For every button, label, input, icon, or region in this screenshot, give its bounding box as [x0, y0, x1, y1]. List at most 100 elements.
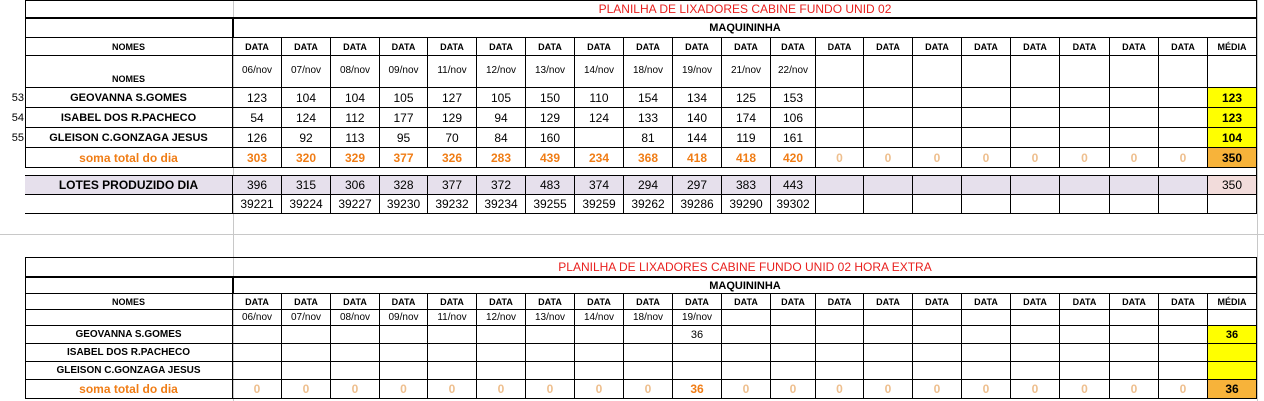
value-cell	[331, 344, 380, 362]
value-cell: 154	[624, 88, 673, 108]
value-cell: 105	[477, 88, 526, 108]
value-cell	[722, 362, 771, 380]
sheet1-data-header: DATA	[380, 38, 428, 56]
sheet2-data-header: DATA	[575, 294, 624, 310]
sheet1-media-header: MÉDIA	[1208, 38, 1257, 56]
codes-media-blank	[1208, 195, 1257, 214]
value-cell	[526, 344, 575, 362]
value-cell: 112	[331, 108, 380, 128]
sheet1-date-cell: 08/nov	[331, 56, 380, 88]
sheet1-media-blank	[1208, 56, 1257, 88]
soma-value: 0	[1060, 148, 1110, 168]
sheet1-data-header: DATA	[477, 38, 526, 56]
value-cell	[380, 326, 428, 344]
soma-value: 36	[673, 380, 722, 399]
value-cell: 177	[380, 108, 428, 128]
value-cell: 124	[282, 108, 331, 128]
soma-value: 0	[526, 380, 575, 399]
row-number: 55	[11, 131, 24, 144]
sheet2-names-header: NOMES	[25, 294, 233, 310]
lotes-value: 328	[380, 176, 428, 195]
sheet2-data-header: DATA	[913, 294, 962, 310]
sheet1-data-header: DATA	[575, 38, 624, 56]
value-cell	[864, 88, 913, 108]
sheet2-data-header: DATA	[962, 294, 1011, 310]
sheet2-date-cell	[962, 310, 1011, 326]
lotes-value	[913, 176, 962, 195]
soma-value: 0	[282, 380, 331, 399]
soma-value: 0	[1159, 380, 1208, 399]
lotes-value: 483	[526, 176, 575, 195]
sheet2-data-header: DATA	[428, 294, 477, 310]
soma-value: 0	[1110, 148, 1159, 168]
code-cell: 39259	[575, 195, 624, 214]
soma-value: 0	[913, 148, 962, 168]
sheet1-date-cell: 18/nov	[624, 56, 673, 88]
soma-value: 418	[673, 148, 722, 168]
sheet2-section: MAQUININHA	[233, 277, 1257, 294]
value-cell	[673, 362, 722, 380]
soma-value: 0	[428, 380, 477, 399]
value-cell	[331, 326, 380, 344]
sheet2-data-header: DATA	[331, 294, 380, 310]
value-cell	[962, 344, 1011, 362]
code-cell	[1159, 195, 1208, 214]
sheet2-date-cell	[1060, 310, 1110, 326]
value-cell	[1060, 344, 1110, 362]
value-cell	[380, 344, 428, 362]
value-cell: 113	[331, 128, 380, 148]
value-cell	[233, 362, 282, 380]
soma-value: 377	[380, 148, 428, 168]
lotes-value	[1110, 176, 1159, 195]
value-cell	[1110, 326, 1159, 344]
value-cell: 160	[526, 128, 575, 148]
value-cell: 174	[722, 108, 771, 128]
value-cell: 106	[771, 108, 816, 128]
value-cell: 161	[771, 128, 816, 148]
value-cell	[477, 362, 526, 380]
media-cell: 123	[1208, 88, 1257, 108]
code-cell: 39227	[331, 195, 380, 214]
sheet2-data-header: DATA	[1159, 294, 1208, 310]
lotes-value: 443	[771, 176, 816, 195]
employee-name: GEOVANNA S.GOMES	[25, 88, 233, 108]
gridline	[1257, 0, 1258, 401]
sheet2-date-cell	[722, 310, 771, 326]
value-cell: 144	[673, 128, 722, 148]
code-cell: 39221	[233, 195, 282, 214]
soma-value: 0	[913, 380, 962, 399]
soma-media: 350	[1208, 148, 1257, 168]
gridline	[0, 234, 1264, 235]
soma-value: 439	[526, 148, 575, 168]
sheet1-data-header: DATA	[722, 38, 771, 56]
soma-value: 0	[624, 380, 673, 399]
lotes-value: 377	[428, 176, 477, 195]
code-cell	[962, 195, 1011, 214]
sheet2-data-header: DATA	[816, 294, 864, 310]
code-cell: 39262	[624, 195, 673, 214]
sheet1-data-header: DATA	[331, 38, 380, 56]
sheet2-media-header: MÉDIA	[1208, 294, 1257, 310]
sheet1-data-header: DATA	[1011, 38, 1060, 56]
soma-value: 420	[771, 148, 816, 168]
value-cell: 133	[624, 108, 673, 128]
value-cell	[1011, 344, 1060, 362]
lotes-value: 315	[282, 176, 331, 195]
sheet1-date-cell	[913, 56, 962, 88]
code-cell	[816, 195, 864, 214]
sheet2-date-cell: 13/nov	[526, 310, 575, 326]
lotes-media: 350	[1208, 176, 1257, 195]
value-cell: 81	[624, 128, 673, 148]
value-cell	[962, 128, 1011, 148]
gridline	[233, 0, 234, 401]
soma-value: 0	[331, 380, 380, 399]
value-cell: 105	[380, 88, 428, 108]
sheet2-data-header: DATA	[282, 294, 331, 310]
soma-media: 36	[1208, 380, 1257, 399]
lotes-value: 294	[624, 176, 673, 195]
lotes-value	[1011, 176, 1060, 195]
sheet1-date-cell	[1060, 56, 1110, 88]
value-cell: 104	[331, 88, 380, 108]
value-cell	[771, 344, 816, 362]
value-cell	[526, 326, 575, 344]
